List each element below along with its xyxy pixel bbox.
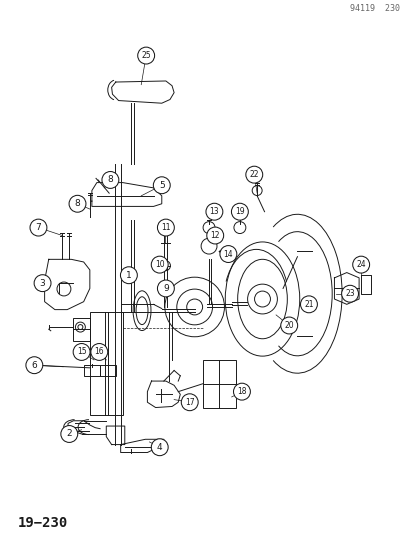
Text: 20: 20: [284, 321, 293, 330]
Circle shape: [34, 274, 51, 292]
Text: 17: 17: [185, 398, 194, 407]
Circle shape: [300, 296, 317, 313]
Text: 24: 24: [356, 260, 365, 269]
Text: 5: 5: [159, 181, 164, 190]
Text: 25: 25: [141, 51, 151, 60]
Circle shape: [206, 227, 223, 244]
Text: 16: 16: [94, 348, 104, 357]
Circle shape: [61, 425, 78, 442]
Text: 8: 8: [74, 199, 80, 208]
Circle shape: [245, 166, 262, 183]
Circle shape: [181, 394, 198, 411]
Bar: [73, 318, 90, 341]
Circle shape: [153, 177, 170, 193]
Text: 13: 13: [209, 207, 218, 216]
Bar: [100, 365, 116, 376]
Text: 8: 8: [107, 175, 113, 184]
Text: 10: 10: [154, 260, 164, 269]
Text: 23: 23: [344, 289, 354, 298]
Circle shape: [73, 343, 90, 360]
Circle shape: [69, 195, 86, 212]
Text: 1: 1: [126, 271, 131, 280]
Circle shape: [90, 343, 107, 360]
Text: 22: 22: [249, 170, 259, 179]
Text: 6: 6: [31, 361, 37, 370]
Bar: [90, 312, 122, 415]
Text: 19−230: 19−230: [18, 516, 68, 530]
Text: 11: 11: [161, 223, 170, 232]
Circle shape: [151, 439, 168, 456]
Text: 14: 14: [223, 249, 233, 259]
Circle shape: [151, 256, 168, 273]
Circle shape: [102, 172, 119, 188]
Circle shape: [341, 285, 358, 302]
Circle shape: [352, 256, 369, 273]
Text: 4: 4: [157, 443, 162, 452]
Circle shape: [219, 246, 236, 262]
Bar: [202, 360, 235, 408]
Text: 7: 7: [36, 223, 41, 232]
Text: 19: 19: [235, 207, 244, 216]
Circle shape: [26, 357, 43, 374]
Text: 21: 21: [304, 300, 313, 309]
Text: 9: 9: [163, 284, 169, 293]
Text: 12: 12: [210, 231, 219, 240]
Text: 94119  230: 94119 230: [349, 4, 399, 13]
Circle shape: [157, 219, 174, 236]
Text: 2: 2: [66, 430, 72, 439]
Circle shape: [280, 317, 297, 334]
Circle shape: [157, 280, 174, 297]
Circle shape: [205, 203, 222, 220]
Circle shape: [120, 267, 137, 284]
Text: 3: 3: [40, 279, 45, 288]
Text: 18: 18: [237, 387, 246, 396]
Bar: [84, 365, 100, 376]
Circle shape: [138, 47, 154, 64]
Text: 15: 15: [77, 348, 86, 357]
Circle shape: [233, 383, 250, 400]
Circle shape: [231, 203, 248, 220]
Circle shape: [30, 219, 47, 236]
